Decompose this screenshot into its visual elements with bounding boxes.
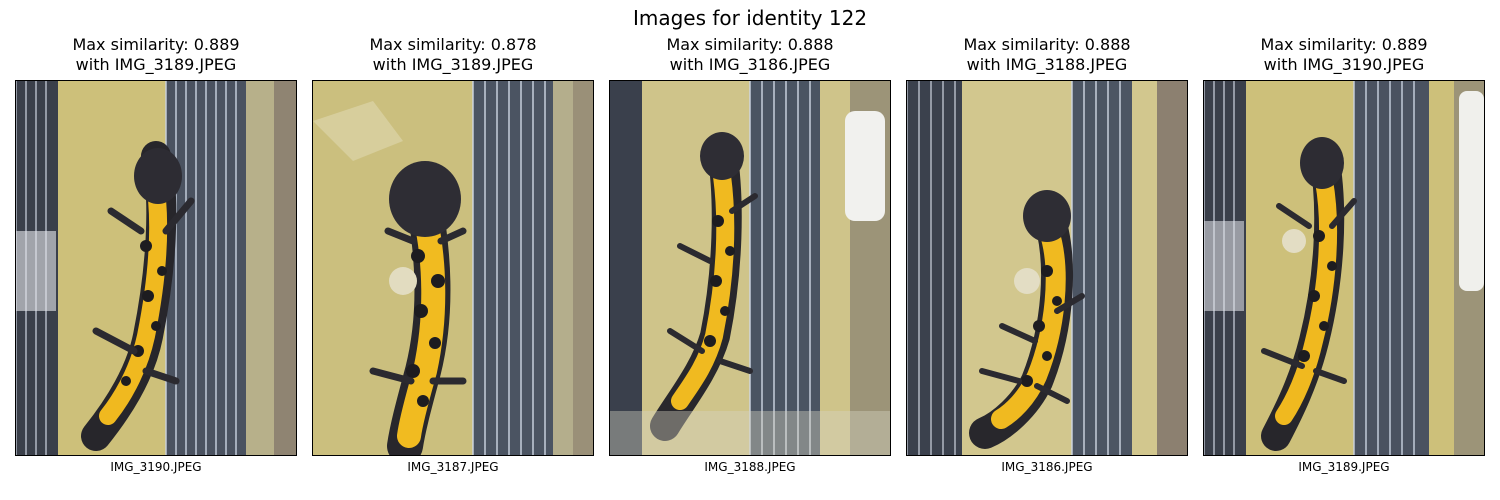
panel-title-match: with IMG_3190.JPEG [1263, 55, 1425, 74]
newt-photo [15, 80, 297, 456]
panel-title-similarity: Max similarity: 0.889 [72, 35, 240, 54]
panel-title-similarity: Max similarity: 0.888 [666, 35, 834, 54]
newt-photo [1203, 80, 1485, 456]
panel-title: Max similarity: 0.889 with IMG_3189.JPEG [0, 35, 317, 75]
image-panel-1: Max similarity: 0.889 with IMG_3189.JPEG… [15, 0, 297, 500]
panel-title-match: with IMG_3189.JPEG [372, 55, 534, 74]
panel-title-similarity: Max similarity: 0.878 [369, 35, 537, 54]
image-panel-4: Max similarity: 0.888 with IMG_3188.JPEG… [906, 0, 1188, 500]
panel-filename: IMG_3190.JPEG [110, 460, 202, 474]
panel-filename: IMG_3186.JPEG [1001, 460, 1093, 474]
newt-photo [906, 80, 1188, 456]
image-panel-2: Max similarity: 0.878 with IMG_3189.JPEG… [312, 0, 594, 500]
panel-title: Max similarity: 0.889 with IMG_3190.JPEG [1183, 35, 1500, 75]
panel-filename: IMG_3187.JPEG [407, 460, 499, 474]
panel-title: Max similarity: 0.878 with IMG_3189.JPEG [292, 35, 614, 75]
panel-title-match: with IMG_3189.JPEG [75, 55, 237, 74]
image-panel-3: Max similarity: 0.888 with IMG_3186.JPEG… [609, 0, 891, 500]
panel-title-match: with IMG_3186.JPEG [669, 55, 831, 74]
newt-photo [312, 80, 594, 456]
panel-title-similarity: Max similarity: 0.889 [1260, 35, 1428, 54]
panel-title-match: with IMG_3188.JPEG [966, 55, 1128, 74]
image-panel-5: Max similarity: 0.889 with IMG_3190.JPEG… [1203, 0, 1485, 500]
panel-filename: IMG_3188.JPEG [704, 460, 796, 474]
panel-title: Max similarity: 0.888 with IMG_3188.JPEG [886, 35, 1208, 75]
panel-filename: IMG_3189.JPEG [1298, 460, 1390, 474]
panel-title-similarity: Max similarity: 0.888 [963, 35, 1131, 54]
newt-photo [609, 80, 891, 456]
panel-title: Max similarity: 0.888 with IMG_3186.JPEG [589, 35, 911, 75]
figure-title: Images for identity 122 [632, 6, 868, 30]
